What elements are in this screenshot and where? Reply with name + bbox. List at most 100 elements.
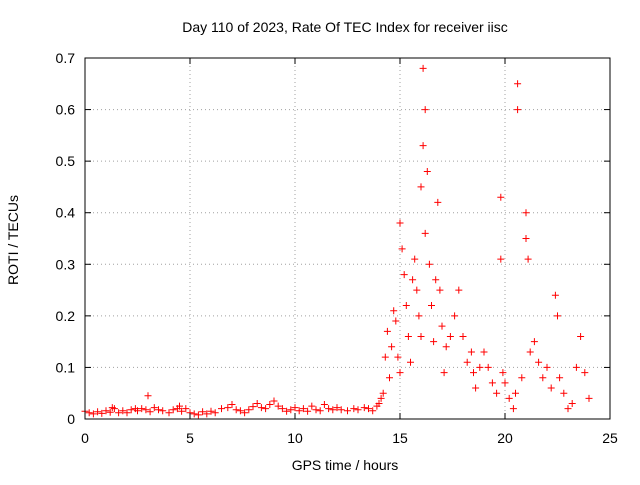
data-point xyxy=(547,384,555,392)
x-tick-label: 5 xyxy=(186,430,194,446)
data-point xyxy=(436,286,444,294)
data-point xyxy=(262,405,270,413)
data-point xyxy=(472,384,480,392)
data-point xyxy=(253,400,261,408)
data-point xyxy=(411,255,419,263)
data-point xyxy=(102,407,110,415)
data-point xyxy=(522,235,530,242)
data-point xyxy=(568,400,576,408)
data-point xyxy=(144,392,152,400)
y-tick-label: 0.3 xyxy=(56,256,76,272)
data-point xyxy=(438,322,446,330)
points-layer xyxy=(81,64,593,419)
data-point xyxy=(539,374,547,382)
ticks-layer: 0 5 10 15 20 25 0 0.1 0.2 0.3 0.4 0.5 0.6 0.7 xyxy=(56,50,618,446)
data-point xyxy=(89,410,97,418)
data-point xyxy=(249,403,257,411)
data-point xyxy=(266,401,274,409)
data-point xyxy=(396,369,404,377)
data-point xyxy=(350,405,358,413)
data-point xyxy=(270,397,278,405)
x-tick-label: 15 xyxy=(392,430,408,446)
data-point xyxy=(304,407,312,415)
data-point xyxy=(407,358,414,366)
data-point xyxy=(394,353,402,361)
data-point xyxy=(419,142,427,150)
data-point xyxy=(354,406,362,414)
data-point xyxy=(585,394,593,402)
data-point xyxy=(409,276,417,284)
plot-frame xyxy=(84,57,611,420)
data-point xyxy=(176,402,183,410)
data-point xyxy=(316,407,324,415)
data-point xyxy=(295,407,303,415)
data-point xyxy=(379,389,387,397)
data-point xyxy=(509,405,517,413)
data-point xyxy=(493,389,501,397)
data-point xyxy=(165,409,173,417)
x-axis-label: GPS time / hours xyxy=(292,457,399,473)
data-point xyxy=(421,106,429,114)
data-point xyxy=(526,348,534,356)
data-point xyxy=(155,406,162,414)
data-point xyxy=(430,338,438,346)
data-point xyxy=(425,260,433,268)
x-tick-label: 25 xyxy=(602,430,618,446)
data-point xyxy=(470,369,477,377)
data-point xyxy=(577,332,585,340)
y-tick-label: 0.4 xyxy=(56,205,76,221)
data-point xyxy=(524,255,532,263)
data-point xyxy=(390,307,398,315)
data-point xyxy=(423,167,431,175)
data-point xyxy=(581,369,589,377)
data-point xyxy=(417,183,425,191)
data-point xyxy=(398,245,406,253)
data-point xyxy=(224,404,232,412)
data-point xyxy=(413,286,421,294)
data-point xyxy=(115,409,123,417)
y-tick-label: 0.5 xyxy=(56,153,76,169)
data-point xyxy=(199,408,207,416)
data-point xyxy=(146,408,154,416)
data-point xyxy=(150,404,158,412)
data-point xyxy=(463,358,471,366)
data-point xyxy=(142,406,150,414)
data-point xyxy=(446,332,454,340)
data-point xyxy=(476,363,484,371)
data-point xyxy=(535,358,543,366)
data-point xyxy=(560,389,568,397)
data-point xyxy=(360,404,368,412)
data-point xyxy=(218,405,225,413)
data-point xyxy=(320,401,328,409)
data-point xyxy=(257,404,265,412)
data-point xyxy=(98,409,106,417)
data-point xyxy=(333,404,341,412)
data-point xyxy=(396,219,404,227)
grid-layer xyxy=(85,58,610,419)
data-point xyxy=(329,406,337,414)
data-point xyxy=(404,332,412,340)
data-point xyxy=(417,332,425,340)
data-point xyxy=(392,317,400,325)
data-point xyxy=(232,406,240,414)
data-point xyxy=(512,389,519,397)
data-point xyxy=(138,405,146,413)
data-point xyxy=(421,229,429,237)
data-point xyxy=(551,291,559,299)
data-point xyxy=(194,411,202,419)
data-point xyxy=(110,405,118,413)
chart-title: Day 110 of 2023, Rate Of TEC Index for r… xyxy=(182,19,508,35)
data-point xyxy=(434,198,442,206)
data-point xyxy=(543,363,551,371)
data-point xyxy=(554,312,561,320)
data-point xyxy=(402,302,410,310)
y-tick-label: 0.7 xyxy=(56,50,76,66)
data-point xyxy=(278,405,286,413)
data-point xyxy=(522,209,530,217)
data-point xyxy=(308,402,316,410)
data-point xyxy=(388,343,396,351)
y-tick-label: 0.1 xyxy=(56,359,76,375)
y-axis-label: ROTI / TECUs xyxy=(5,195,21,285)
data-point xyxy=(514,106,522,114)
data-point xyxy=(530,338,538,346)
